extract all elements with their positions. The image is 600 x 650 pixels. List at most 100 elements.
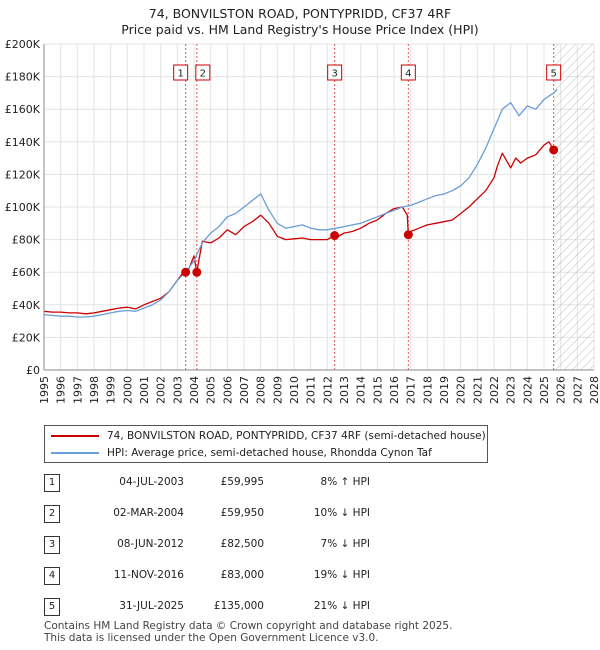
transaction-label-text: 5 — [550, 69, 556, 80]
transaction-label-text: 3 — [331, 69, 337, 80]
chart-title-line2: Price paid vs. HM Land Registry's House … — [121, 22, 479, 37]
transaction-label-text: 4 — [405, 69, 411, 80]
y-tick-label: £180K — [5, 71, 41, 84]
transaction-date: 02-MAR-2004 — [113, 507, 184, 519]
x-tick-label: 1999 — [105, 376, 118, 404]
x-tick-label: 2026 — [555, 376, 568, 404]
chart-legend: 74, BONVILSTON ROAD, PONTYPRIDD, CF37 4R… — [44, 425, 488, 463]
transaction-number: 1 — [44, 474, 60, 492]
legend-label-hpi: HPI: Average price, semi-detached house,… — [107, 447, 432, 459]
transaction-number: 3 — [44, 536, 60, 554]
transaction-date: 04-JUL-2003 — [119, 476, 184, 488]
y-tick-label: £200K — [5, 38, 41, 51]
x-tick-label: 2015 — [371, 376, 384, 404]
table-row: 3 08-JUN-2012 £82,500 7% ↓ HPI — [44, 536, 424, 554]
transaction-label-box — [173, 64, 189, 81]
transaction-marker — [330, 231, 340, 241]
x-tick-label: 1996 — [55, 376, 68, 404]
transaction-marker — [192, 267, 202, 277]
x-tick-label: 2020 — [455, 376, 468, 404]
legend-swatch-hpi — [51, 452, 99, 454]
transaction-label-text: 1 — [177, 69, 183, 80]
transaction-date: 11-NOV-2016 — [113, 569, 184, 581]
table-row: 5 31-JUL-2025 £135,000 21% ↓ HPI — [44, 598, 424, 616]
y-tick-label: £120K — [5, 168, 41, 181]
transaction-date: 08-JUN-2012 — [117, 538, 184, 550]
legend-item-hpi: HPI: Average price, semi-detached house,… — [51, 445, 432, 461]
transaction-price: £135,000 — [213, 600, 264, 612]
transaction-marker — [181, 267, 191, 277]
x-tick-label: 2011 — [305, 376, 318, 404]
y-tick-label: £40K — [12, 299, 41, 312]
y-tick-label: £0 — [26, 364, 40, 377]
y-tick-label: £100K — [5, 201, 41, 214]
series-line-property — [43, 141, 555, 315]
x-tick-label: 2016 — [388, 376, 401, 404]
transaction-label-box — [546, 64, 562, 81]
transaction-hpi: 7% ↓ HPI — [320, 538, 370, 550]
series-line-hpi — [43, 89, 558, 318]
transaction-label-box — [400, 64, 416, 81]
transaction-date: 31-JUL-2025 — [119, 600, 184, 612]
x-tick-label: 2027 — [571, 376, 584, 404]
footer-copyright: Contains HM Land Registry data © Crown c… — [44, 620, 453, 632]
x-tick-label: 2024 — [521, 376, 534, 404]
x-tick-label: 2009 — [271, 376, 284, 404]
transaction-price: £83,000 — [220, 569, 264, 581]
x-tick-label: 2006 — [221, 376, 234, 404]
x-tick-label: 2014 — [355, 376, 368, 404]
x-tick-label: 2008 — [255, 376, 268, 404]
x-tick-label: 2007 — [238, 376, 251, 404]
transaction-number: 5 — [44, 598, 60, 616]
forecast-hatch — [554, 44, 594, 370]
y-tick-label: £80K — [12, 234, 41, 247]
table-row: 1 04-JUL-2003 £59,995 8% ↑ HPI — [44, 474, 424, 492]
transaction-price: £59,950 — [220, 507, 264, 519]
transaction-number: 2 — [44, 505, 60, 523]
x-tick-label: 2028 — [588, 376, 600, 404]
legend-swatch-property — [51, 435, 99, 437]
x-tick-label: 2021 — [471, 376, 484, 404]
transaction-marker — [549, 145, 559, 155]
x-tick-label: 2017 — [405, 376, 418, 404]
x-tick-label: 2002 — [155, 376, 168, 404]
x-tick-label: 2000 — [121, 376, 134, 404]
transaction-price: £59,995 — [220, 476, 264, 488]
y-tick-label: £60K — [12, 266, 41, 279]
transaction-hpi: 10% ↓ HPI — [313, 507, 370, 519]
legend-item-property: 74, BONVILSTON ROAD, PONTYPRIDD, CF37 4R… — [51, 428, 486, 444]
x-tick-label: 2013 — [338, 376, 351, 404]
price-chart: 1 2 3 4 5 £0 £20K £40K £60K £80K £100K £120K £140K £… — [5, 38, 600, 404]
transaction-hpi: 8% ↑ HPI — [320, 476, 370, 488]
x-tick-label: 2022 — [488, 376, 501, 404]
transaction-price: £82,500 — [220, 538, 264, 550]
transaction-hpi: 19% ↓ HPI — [313, 569, 370, 581]
x-tick-label: 1998 — [88, 376, 101, 404]
x-tick-label: 2003 — [171, 376, 184, 404]
transaction-label-text: 2 — [200, 69, 206, 80]
transaction-marker — [403, 230, 413, 240]
chart-title-line1: 74, BONVILSTON ROAD, PONTYPRIDD, CF37 4R… — [148, 6, 452, 21]
transaction-label-box — [195, 64, 211, 81]
transaction-number: 4 — [44, 567, 60, 585]
x-tick-label: 2018 — [421, 376, 434, 404]
x-tick-label: 1997 — [71, 376, 84, 404]
x-tick-label: 2005 — [205, 376, 218, 404]
table-row: 4 11-NOV-2016 £83,000 19% ↓ HPI — [44, 567, 424, 585]
table-row: 2 02-MAR-2004 £59,950 10% ↓ HPI — [44, 505, 424, 523]
y-tick-label: £140K — [5, 136, 41, 149]
transaction-label-box — [327, 64, 343, 81]
transaction-hpi: 21% ↓ HPI — [313, 600, 370, 612]
footer-license: This data is licensed under the Open Gov… — [44, 632, 379, 644]
x-tick-label: 2023 — [505, 376, 518, 404]
footer-attribution: Contains HM Land Registry data © Crown c… — [44, 620, 452, 644]
x-tick-label: 2010 — [288, 376, 301, 404]
y-tick-label: £160K — [5, 103, 41, 116]
legend-label-property: 74, BONVILSTON ROAD, PONTYPRIDD, CF37 4R… — [107, 430, 486, 442]
x-tick-label: 1995 — [38, 376, 51, 404]
x-tick-label: 2019 — [438, 376, 451, 404]
x-tick-label: 2025 — [538, 376, 551, 404]
y-tick-label: £20K — [12, 331, 41, 344]
x-tick-label: 2001 — [138, 376, 151, 404]
x-tick-label: 2012 — [321, 376, 334, 404]
